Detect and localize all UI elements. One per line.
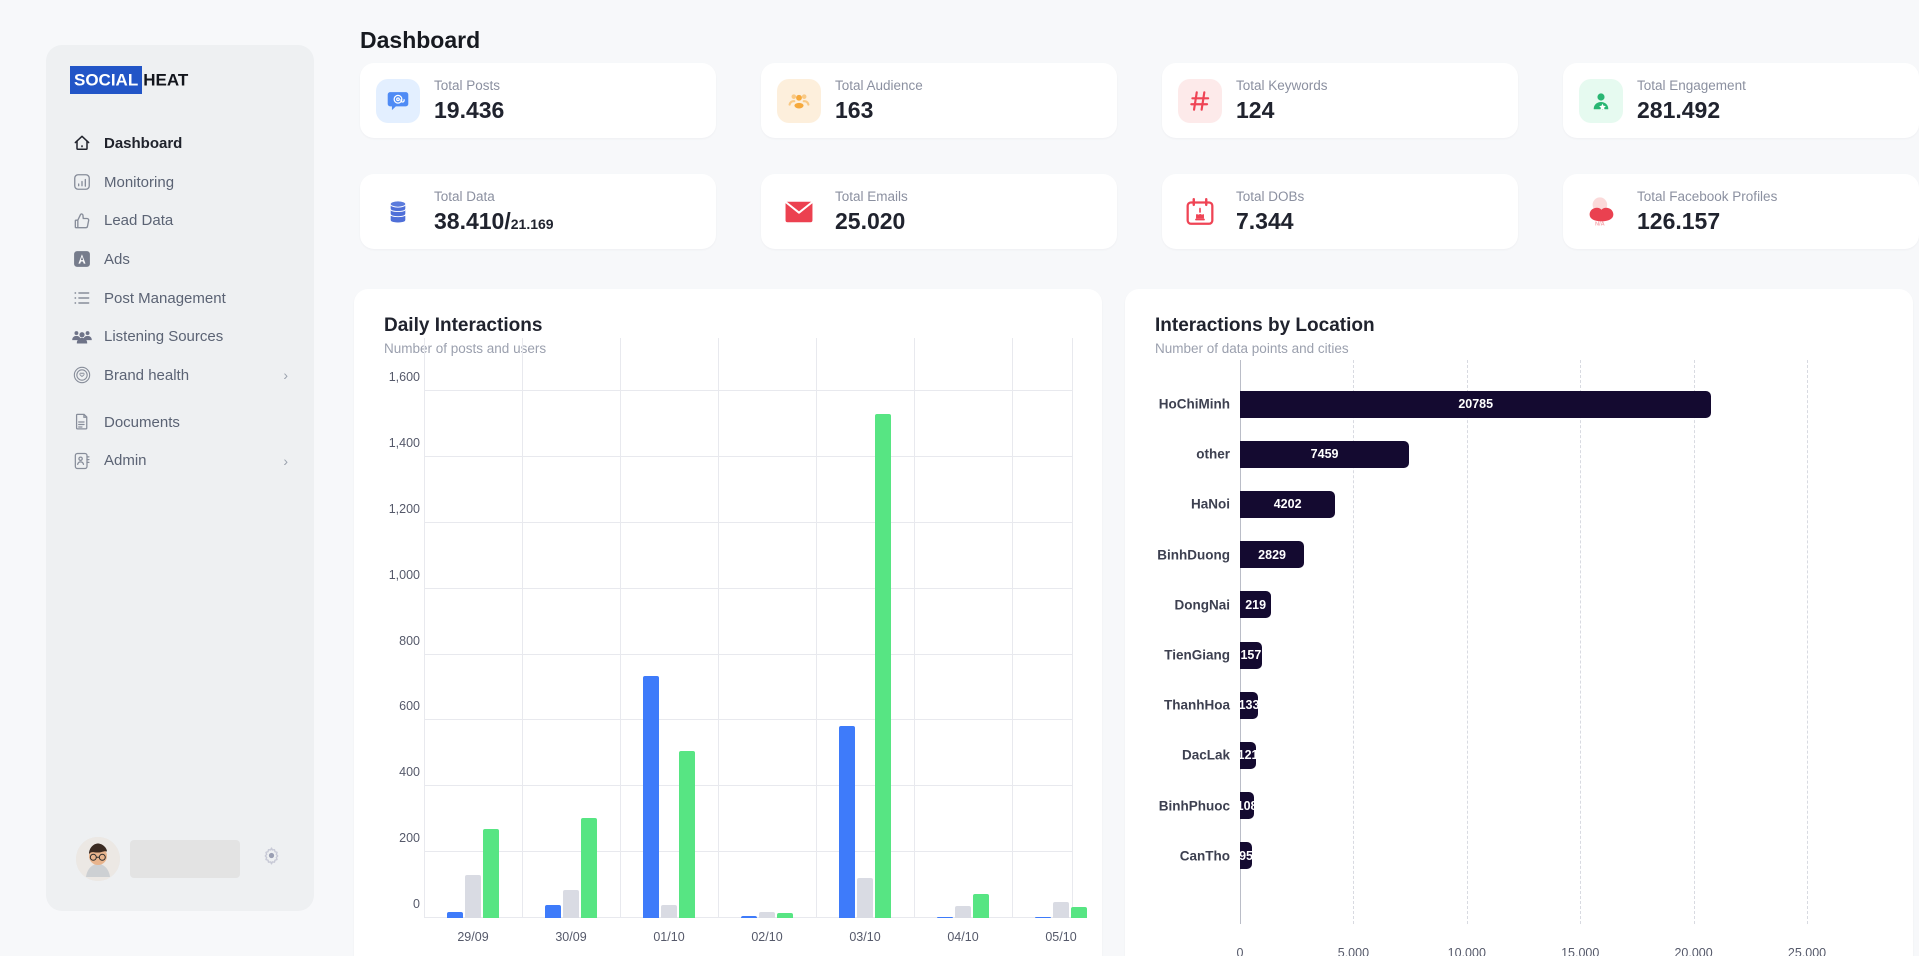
svg-text:N/A: N/A xyxy=(1595,221,1605,227)
